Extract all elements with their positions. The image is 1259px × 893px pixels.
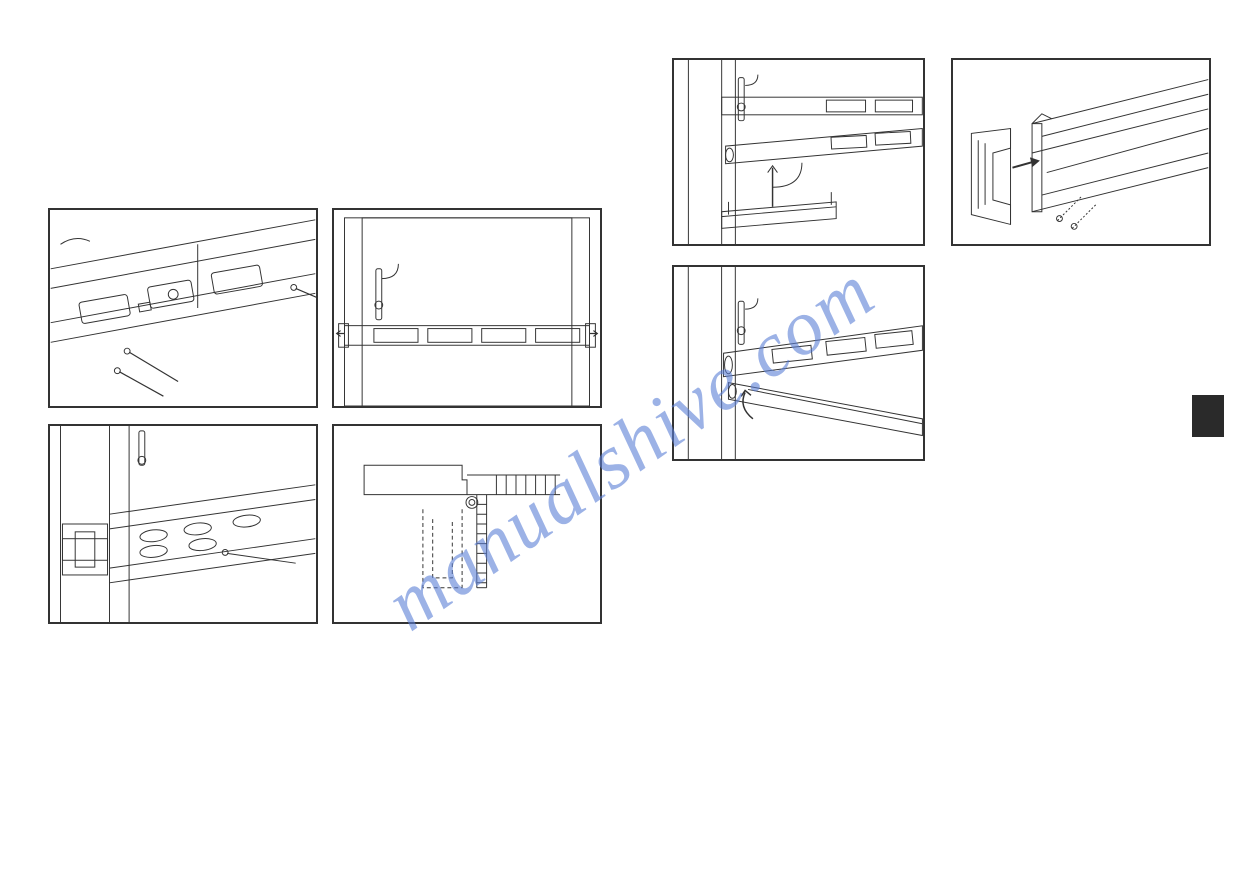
diagram-rail-bracket [48,424,318,624]
rail-screws-icon [50,210,316,406]
diagram-door-rail-tilt [672,265,925,461]
door-rail-tilt-icon [674,267,923,459]
page-tab-marker [1192,395,1224,437]
channel-endcap-icon [953,60,1209,244]
door-full-rail-icon [334,210,600,406]
rail-bracket-icon [50,426,316,622]
diagram-rail-screws [48,208,318,408]
diagram-door-dual-rail [672,58,925,246]
page-container: manualshive.com [0,0,1259,893]
diagram-channel-endcap [951,58,1211,246]
diagram-cross-section [332,424,602,624]
door-dual-rail-icon [674,60,923,244]
diagram-door-full-rail [332,208,602,408]
cross-section-icon [334,426,600,622]
